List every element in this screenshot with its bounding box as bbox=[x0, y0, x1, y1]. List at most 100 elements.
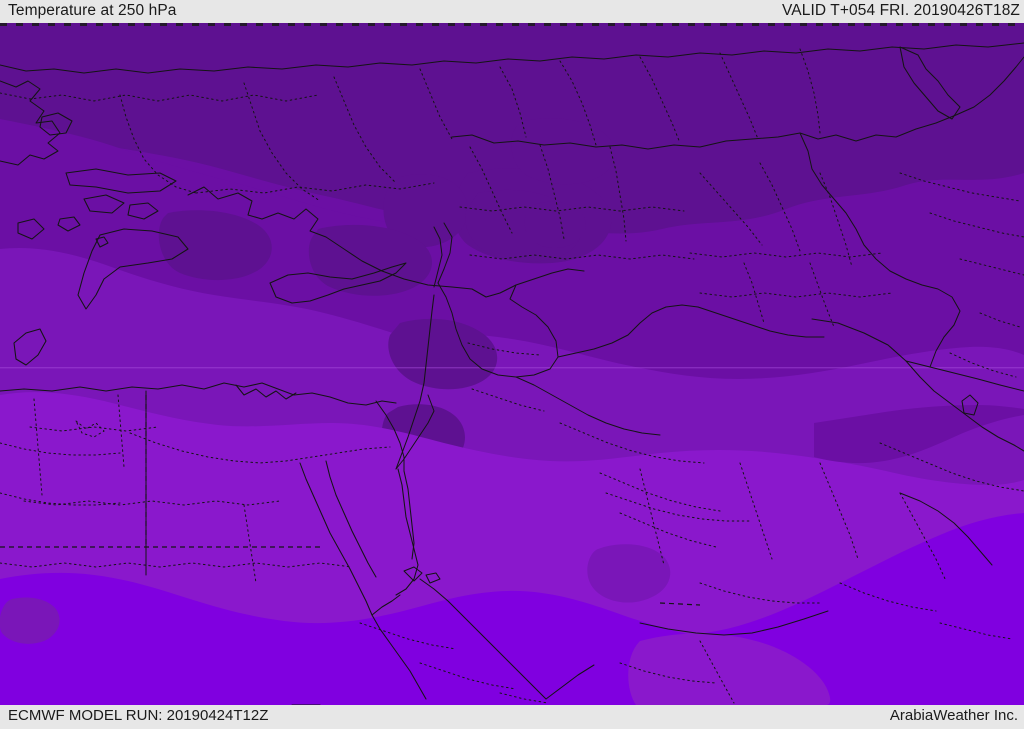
temperature-bands bbox=[0, 23, 1024, 705]
forecast-map bbox=[0, 23, 1024, 705]
admin-egypt-b bbox=[117, 394, 125, 468]
admin-turkey-k bbox=[799, 48, 821, 134]
coast-egypt-north bbox=[0, 382, 397, 406]
admin-egypt-c bbox=[29, 426, 159, 432]
admin-iraq-f bbox=[743, 262, 765, 324]
footer-bar: ECMWF MODEL RUN: 20190424T12Z ArabiaWeat… bbox=[0, 705, 1024, 729]
coast-redsea-west bbox=[371, 614, 427, 700]
border-jordan-saudi bbox=[515, 376, 661, 436]
coast-redsea-east bbox=[419, 578, 547, 700]
latitude-artefact-line bbox=[0, 367, 1024, 369]
national-borders bbox=[145, 56, 1024, 705]
admin-turkey-h bbox=[559, 60, 597, 146]
admin-egypt-a bbox=[33, 398, 43, 496]
border-saudi-yemen bbox=[639, 610, 829, 636]
coast-greece-mainland bbox=[0, 80, 61, 166]
admin-saudi-h bbox=[605, 492, 751, 522]
admin-yemen-a bbox=[619, 662, 717, 684]
admin-turkey-c bbox=[243, 82, 321, 202]
admin-saudi-g bbox=[699, 582, 821, 604]
coast-gulf-suez bbox=[325, 460, 377, 578]
coast-turkey-south bbox=[187, 186, 585, 298]
coast-caspian bbox=[899, 46, 961, 120]
admin-turkey-f bbox=[419, 68, 453, 140]
border-iraq-saudi bbox=[697, 306, 825, 338]
admin-iraq-e bbox=[699, 292, 893, 298]
coast-aegean-island-4 bbox=[127, 202, 159, 220]
admin-iraq-a bbox=[759, 162, 801, 252]
temperature-contour-map bbox=[0, 23, 1024, 705]
admin-egypt-f bbox=[75, 420, 105, 438]
border-jordan-iraq bbox=[557, 304, 699, 358]
coast-island-small-c bbox=[13, 328, 47, 366]
admin-syria-b bbox=[539, 144, 565, 240]
admin-saudi-b bbox=[599, 472, 721, 512]
admin-libya-a bbox=[0, 442, 121, 456]
admin-iraq-c bbox=[819, 172, 853, 268]
admin-egypt-d bbox=[23, 500, 281, 506]
coast-island-small-a bbox=[17, 218, 45, 240]
coast-levant bbox=[395, 294, 435, 470]
admin-jordan-a bbox=[467, 342, 541, 356]
provider-credit: ArabiaWeather Inc. bbox=[889, 707, 1018, 724]
coast-sinai-south bbox=[371, 594, 401, 616]
admin-iran-e bbox=[949, 352, 1017, 378]
admin-saudi-e bbox=[739, 462, 773, 560]
coast-persian-gulf bbox=[811, 318, 1024, 452]
border-turkey-syria bbox=[451, 132, 801, 150]
coast-cyprus bbox=[269, 262, 407, 304]
band-mid-lobe-a bbox=[587, 544, 671, 603]
border-turkey-iraq bbox=[799, 56, 1024, 142]
admin-turkey-d bbox=[195, 182, 435, 194]
coast-redsea-island-2 bbox=[425, 572, 441, 584]
band-cold-pocket-lebanon bbox=[383, 174, 468, 248]
coast-aegean-island-3 bbox=[83, 194, 125, 214]
admin-egypt-h bbox=[243, 504, 257, 584]
admin-turkey-i bbox=[639, 56, 681, 144]
border-syria-lebanon bbox=[437, 222, 453, 284]
admin-libya-b bbox=[0, 492, 121, 506]
admin-saudi-i bbox=[879, 442, 1024, 492]
border-iraq-iran bbox=[799, 132, 961, 368]
admin-turkey-e bbox=[333, 76, 397, 184]
page-title: Temperature at 250 hPa bbox=[8, 2, 177, 19]
coast-island-small-b bbox=[57, 216, 81, 232]
coast-arabia-southwest bbox=[545, 664, 595, 700]
admin-egypt-e bbox=[129, 432, 391, 464]
band-cold-pocket-anatolia bbox=[158, 210, 272, 281]
coast-qatar bbox=[961, 394, 979, 416]
admin-turkey-a bbox=[0, 92, 319, 102]
border-syria-israel-jordan bbox=[437, 282, 559, 378]
coastlines bbox=[0, 42, 1024, 700]
admin-egypt-g bbox=[0, 562, 353, 568]
admin-yemen-b bbox=[699, 640, 735, 704]
admin-sudan-b bbox=[419, 662, 517, 690]
admin-iran-a bbox=[899, 172, 1021, 202]
admin-iraq-g bbox=[809, 262, 835, 328]
admin-saudi-c bbox=[619, 512, 717, 548]
band-cold-pocket-west bbox=[388, 318, 498, 390]
coast-gulf-south bbox=[905, 360, 1024, 392]
admin-turkey-j bbox=[719, 52, 759, 140]
coast-sinai-east bbox=[395, 468, 419, 596]
band-warm-pocket-southeast bbox=[628, 633, 831, 705]
valid-time-label: VALID T+054 FRI. 20190426T18Z bbox=[782, 2, 1020, 19]
band-cold-pocket-small bbox=[524, 201, 586, 249]
border-egypt-israel-sinai bbox=[375, 400, 405, 472]
admin-saudi-f bbox=[819, 462, 859, 560]
header-bar: Temperature at 250 hPa VALID T+054 FRI. … bbox=[0, 0, 1024, 23]
admin-sudan-c bbox=[499, 692, 549, 704]
admin-saudi-j bbox=[899, 492, 947, 582]
admin-iraq-b bbox=[699, 172, 763, 246]
border-saudi-oman bbox=[899, 492, 993, 566]
admin-saudi-a bbox=[559, 422, 705, 464]
admin-oman-a bbox=[939, 622, 1013, 640]
admin-syria-c bbox=[609, 146, 627, 242]
coast-island-small-d bbox=[95, 236, 109, 248]
coast-sinai-west bbox=[299, 462, 373, 616]
band-cold bbox=[0, 23, 1024, 234]
admin-saudi-d bbox=[639, 468, 665, 566]
admin-sudan-a bbox=[359, 622, 457, 650]
admin-saudi-k bbox=[839, 582, 937, 612]
